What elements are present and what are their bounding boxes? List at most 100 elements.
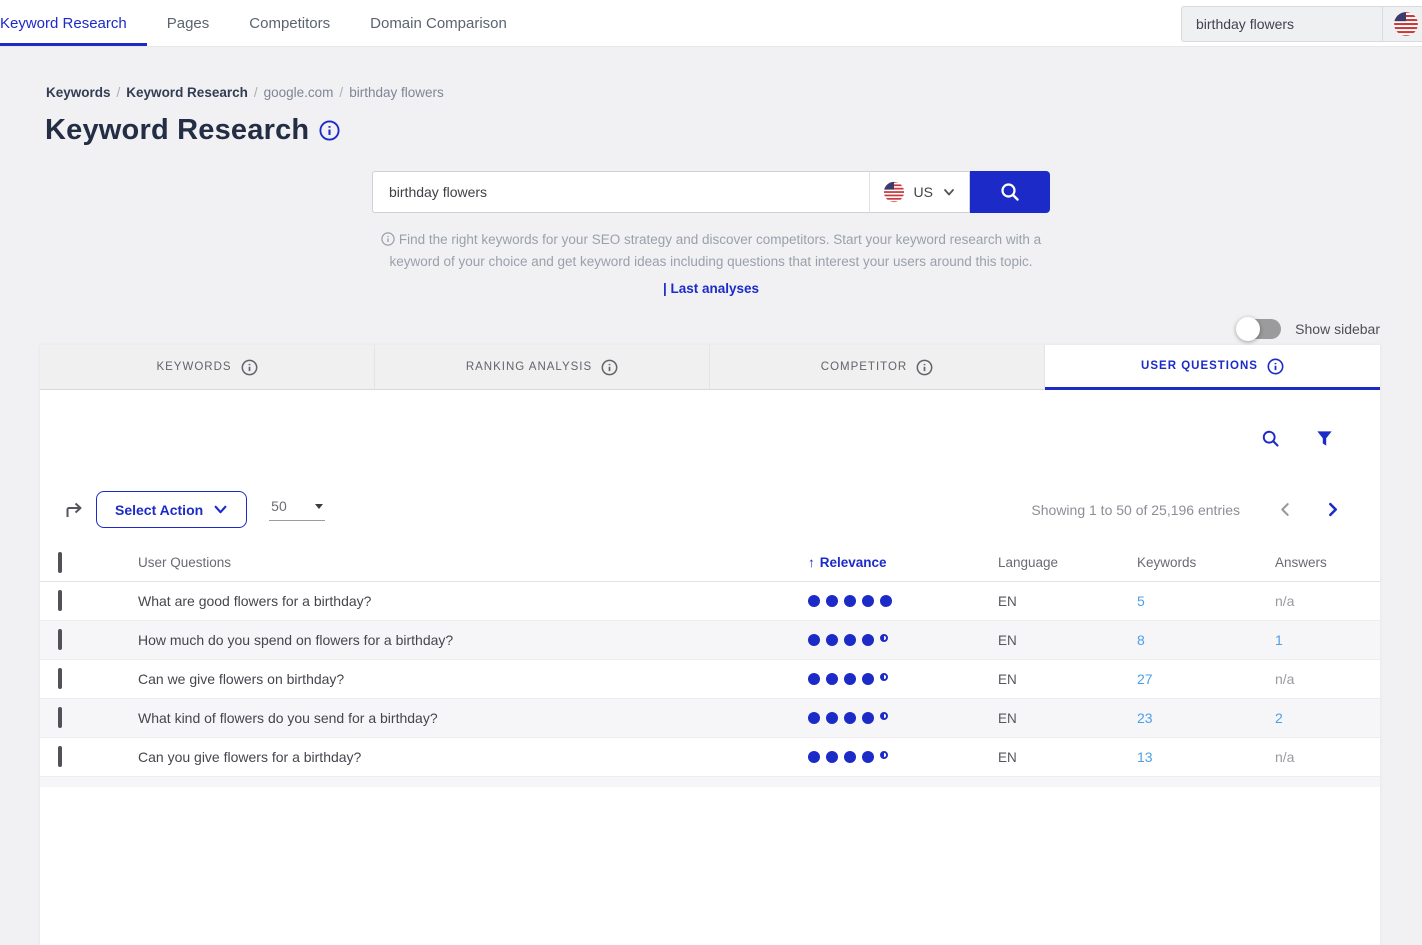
relevance-dot — [880, 673, 888, 681]
row-keywords[interactable]: 5 — [1137, 593, 1145, 609]
table-row: What kind of flowers do you send for a b… — [40, 699, 1380, 738]
column-header-language[interactable]: Language — [998, 555, 1059, 570]
row-question: What kind of flowers do you send for a b… — [138, 710, 438, 726]
relevance-dot — [844, 751, 856, 763]
country-label: US — [913, 184, 933, 200]
search-icon — [1001, 183, 1019, 201]
table-search-button[interactable] — [1260, 428, 1281, 449]
search-icon — [1262, 430, 1279, 447]
tab-user-questions[interactable]: USER QUESTIONS — [1045, 345, 1380, 390]
column-header-user-questions[interactable]: User Questions — [138, 555, 232, 570]
row-answers[interactable]: 1 — [1275, 632, 1283, 648]
info-icon[interactable] — [1267, 358, 1284, 375]
breadcrumb-separator: / — [116, 85, 121, 100]
showing-entries-text: Showing 1 to 50 of 25,196 entries — [1031, 501, 1240, 518]
row-keywords[interactable]: 8 — [1137, 632, 1145, 648]
prev-page-button[interactable] — [1276, 500, 1295, 519]
row-keywords[interactable]: 23 — [1137, 710, 1153, 726]
page-size-value: 50 — [271, 498, 287, 514]
tab-label: RANKING ANALYSIS — [465, 361, 593, 373]
column-header-keywords[interactable]: Keywords — [1137, 555, 1197, 570]
row-keywords[interactable]: 13 — [1137, 749, 1153, 765]
table-row-partial — [40, 777, 1380, 787]
row-keywords[interactable]: 27 — [1137, 671, 1153, 687]
relevance-dot — [808, 673, 820, 685]
caret-down-icon — [315, 503, 324, 509]
relevance-dot — [880, 634, 888, 642]
country-selector[interactable]: US — [868, 171, 970, 213]
breadcrumb: Keywords / Keyword Research / google.com / bir… — [0, 47, 1422, 100]
chevron-left-icon — [1281, 503, 1289, 516]
show-sidebar-toggle[interactable] — [1236, 317, 1282, 341]
relevance-dot — [862, 595, 874, 607]
chevron-down-icon — [214, 505, 227, 514]
relevance-dot — [808, 634, 820, 646]
table-body: What are good flowers for a birthday? EN… — [40, 582, 1380, 777]
select-all-checkbox[interactable] — [58, 551, 62, 573]
page-title: Keyword Research — [45, 114, 310, 146]
table-filter-button[interactable] — [1315, 429, 1334, 448]
column-header-relevance[interactable]: ↑ Relevance — [808, 555, 887, 570]
tab-label: COMPETITOR — [820, 361, 908, 373]
row-relevance — [770, 634, 958, 646]
export-icon — [66, 502, 82, 517]
relevance-dot — [826, 595, 838, 607]
relevance-dot — [808, 751, 820, 763]
next-page-button[interactable] — [1323, 500, 1342, 519]
info-icon[interactable] — [241, 359, 258, 376]
info-icon[interactable] — [916, 359, 933, 376]
keyword-search-input[interactable] — [372, 171, 869, 213]
row-answers: n/a — [1275, 593, 1295, 609]
us-flag-icon — [883, 181, 904, 203]
tab-label: USER QUESTIONS — [1141, 360, 1258, 372]
export-button[interactable] — [62, 498, 86, 522]
info-icon[interactable] — [319, 120, 340, 141]
row-checkbox[interactable] — [58, 590, 62, 611]
row-checkbox[interactable] — [58, 668, 62, 689]
nav-item-competitors[interactable]: Competitors — [249, 14, 331, 32]
description-label: Find the right keywords for your SEO str… — [389, 232, 1042, 269]
topbar-search-input[interactable] — [1182, 7, 1382, 41]
relevance-dot — [844, 595, 856, 607]
row-checkbox[interactable] — [58, 629, 62, 650]
breadcrumb-keywords[interactable]: Keywords — [46, 85, 111, 100]
tab-keywords[interactable]: KEYWORDS — [40, 345, 375, 390]
column-header-answers[interactable]: Answers — [1275, 555, 1327, 570]
filter-icon — [1317, 431, 1332, 446]
tab-competitor[interactable]: COMPETITOR — [710, 345, 1045, 390]
breadcrumb-keyword-research[interactable]: Keyword Research — [126, 85, 248, 100]
row-answers[interactable]: 2 — [1275, 710, 1283, 726]
last-analyses-link[interactable]: | Last analyses — [662, 281, 760, 296]
title-row: Keyword Research — [0, 100, 1422, 147]
row-language: EN — [998, 749, 1017, 765]
breadcrumb-separator: / — [339, 85, 344, 100]
row-checkbox[interactable] — [58, 746, 62, 767]
relevance-dot — [826, 712, 838, 724]
breadcrumb-domain[interactable]: google.com — [263, 85, 334, 100]
breadcrumb-separator: / — [253, 85, 258, 100]
show-sidebar-label: Show sidebar — [1295, 321, 1380, 337]
relevance-dot — [862, 751, 874, 763]
table-row: Can you give flowers for a birthday? EN … — [40, 738, 1380, 777]
toggle-knob — [1236, 317, 1261, 341]
row-checkbox[interactable] — [58, 707, 62, 728]
nav-item-domain-comparison[interactable]: Domain Comparison — [370, 14, 507, 32]
nav-item-keyword-research[interactable]: Keyword Research — [0, 0, 147, 46]
topbar-country-selector[interactable] — [1383, 11, 1422, 37]
select-action-label: Select Action — [115, 501, 204, 518]
breadcrumb-keyword[interactable]: birthday flowers — [349, 85, 444, 100]
page-size-select[interactable]: 50 — [269, 498, 326, 521]
row-language: EN — [998, 710, 1017, 726]
info-icon — [381, 232, 395, 246]
relevance-dot — [862, 712, 874, 724]
chevron-right-icon — [1329, 502, 1337, 517]
select-action-button[interactable]: Select Action — [96, 491, 248, 528]
nav-item-pages[interactable]: Pages — [166, 14, 210, 32]
search-button[interactable] — [970, 171, 1050, 213]
info-icon[interactable] — [601, 359, 618, 376]
tab-strip: KEYWORDS RANKING ANALYSIS COMPETITOR — [40, 345, 1380, 390]
sort-asc-icon: ↑ — [808, 555, 815, 570]
tab-label: KEYWORDS — [156, 361, 232, 373]
tab-ranking-analysis[interactable]: RANKING ANALYSIS — [375, 345, 710, 390]
action-bar: Select Action 50 Showing 1 to 50 of 25,1… — [40, 491, 1380, 528]
